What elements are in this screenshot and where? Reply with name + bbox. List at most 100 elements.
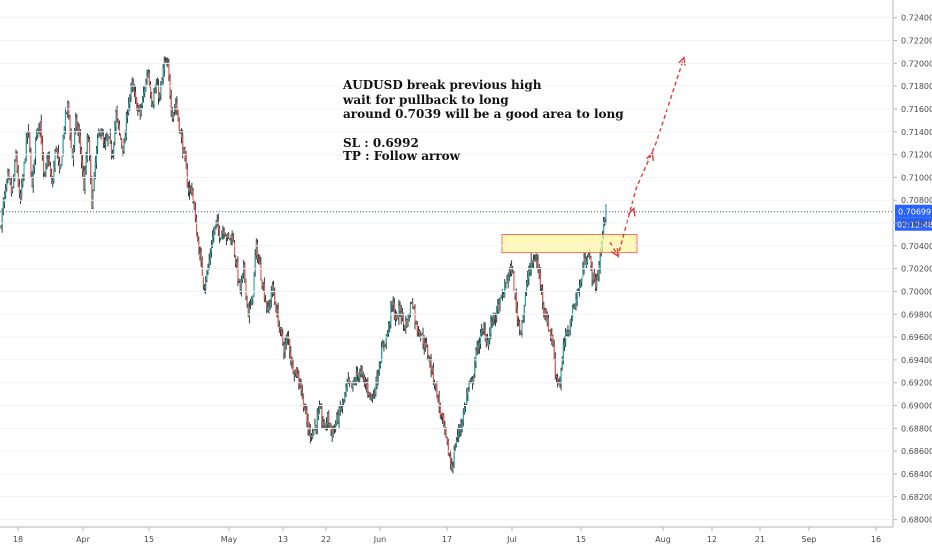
candle	[227, 233, 229, 242]
candle	[254, 249, 256, 277]
candle-body	[208, 259, 210, 267]
candle-body	[521, 321, 523, 333]
candle-body	[258, 258, 260, 261]
candle	[39, 121, 41, 137]
candle	[332, 425, 334, 438]
candle	[421, 333, 423, 336]
candle	[476, 341, 478, 356]
candle	[174, 104, 176, 117]
candle	[475, 347, 477, 369]
candle-body	[154, 90, 156, 93]
candle-body	[343, 399, 345, 401]
candle-body	[531, 259, 533, 264]
candle-body	[516, 307, 518, 320]
candle-body	[436, 383, 438, 399]
candle-body	[375, 378, 377, 395]
candle-body	[47, 159, 49, 161]
candle	[60, 164, 62, 169]
candle-body	[105, 140, 107, 145]
arrow-head	[610, 248, 619, 258]
candle	[323, 419, 325, 429]
candle	[240, 275, 242, 297]
candle	[527, 270, 529, 288]
time-tick-label: 12	[707, 535, 717, 544]
candle	[98, 128, 100, 138]
candle-body	[358, 373, 360, 378]
candle-body	[24, 159, 26, 163]
candle	[222, 225, 224, 240]
candle-body	[281, 327, 283, 335]
candle-body	[28, 130, 30, 132]
candle	[560, 367, 562, 391]
candle-body	[200, 252, 202, 261]
candle-body	[59, 162, 61, 170]
candle-body	[440, 413, 443, 416]
candle	[140, 103, 142, 117]
candle-body	[233, 242, 236, 255]
candle-body	[354, 381, 356, 383]
candle-body	[129, 96, 131, 105]
candle	[214, 225, 216, 235]
candle-body	[320, 407, 322, 409]
candle-body	[7, 173, 9, 180]
price-tick-label: 0.69200	[901, 379, 932, 388]
candle	[143, 85, 145, 103]
candle-body	[546, 317, 548, 323]
candle	[145, 78, 147, 92]
candle-body	[97, 137, 99, 149]
candle	[262, 281, 264, 292]
candle-body	[570, 320, 572, 322]
candle-body	[458, 428, 460, 437]
candle	[522, 314, 524, 324]
candle-body	[252, 295, 254, 301]
entry-zone[interactable]	[501, 234, 638, 254]
candle	[258, 253, 260, 265]
time-tick-label: Apr	[76, 535, 91, 544]
candle	[10, 176, 12, 197]
candle-body	[236, 262, 238, 265]
candle	[191, 182, 193, 196]
candle	[566, 329, 568, 336]
candle	[506, 275, 508, 284]
candle	[276, 304, 278, 318]
candle-body	[35, 137, 37, 159]
candle-body	[123, 144, 125, 152]
candle	[328, 410, 330, 428]
candle	[177, 109, 179, 122]
candle-body	[116, 110, 118, 119]
candle-body	[319, 406, 321, 413]
candle	[336, 412, 338, 426]
candle	[345, 383, 347, 398]
candle	[153, 88, 155, 110]
candle	[470, 376, 472, 384]
candle	[373, 389, 375, 399]
current-price-label: 0.70699	[898, 208, 931, 217]
candle	[317, 406, 319, 421]
candle	[45, 162, 47, 179]
candle	[261, 279, 263, 290]
candle	[539, 267, 541, 292]
candle	[152, 100, 154, 108]
candle-body	[95, 148, 98, 164]
candle	[369, 392, 371, 400]
candle	[233, 240, 236, 258]
time-tick-label: Jul	[506, 535, 517, 544]
candle	[235, 255, 237, 268]
candle	[414, 304, 416, 330]
candle-body	[92, 190, 94, 208]
candle	[488, 338, 490, 350]
candle-body	[323, 422, 325, 425]
candle	[551, 327, 553, 346]
candle-body	[10, 183, 12, 193]
candle	[451, 458, 453, 472]
candle-body	[455, 439, 457, 447]
candle	[86, 133, 88, 163]
candle-body	[290, 352, 292, 361]
candle-body	[158, 85, 160, 98]
candle-body	[133, 90, 135, 93]
candle-body	[185, 156, 187, 170]
candle-body	[67, 101, 69, 112]
candle-body	[62, 136, 64, 156]
